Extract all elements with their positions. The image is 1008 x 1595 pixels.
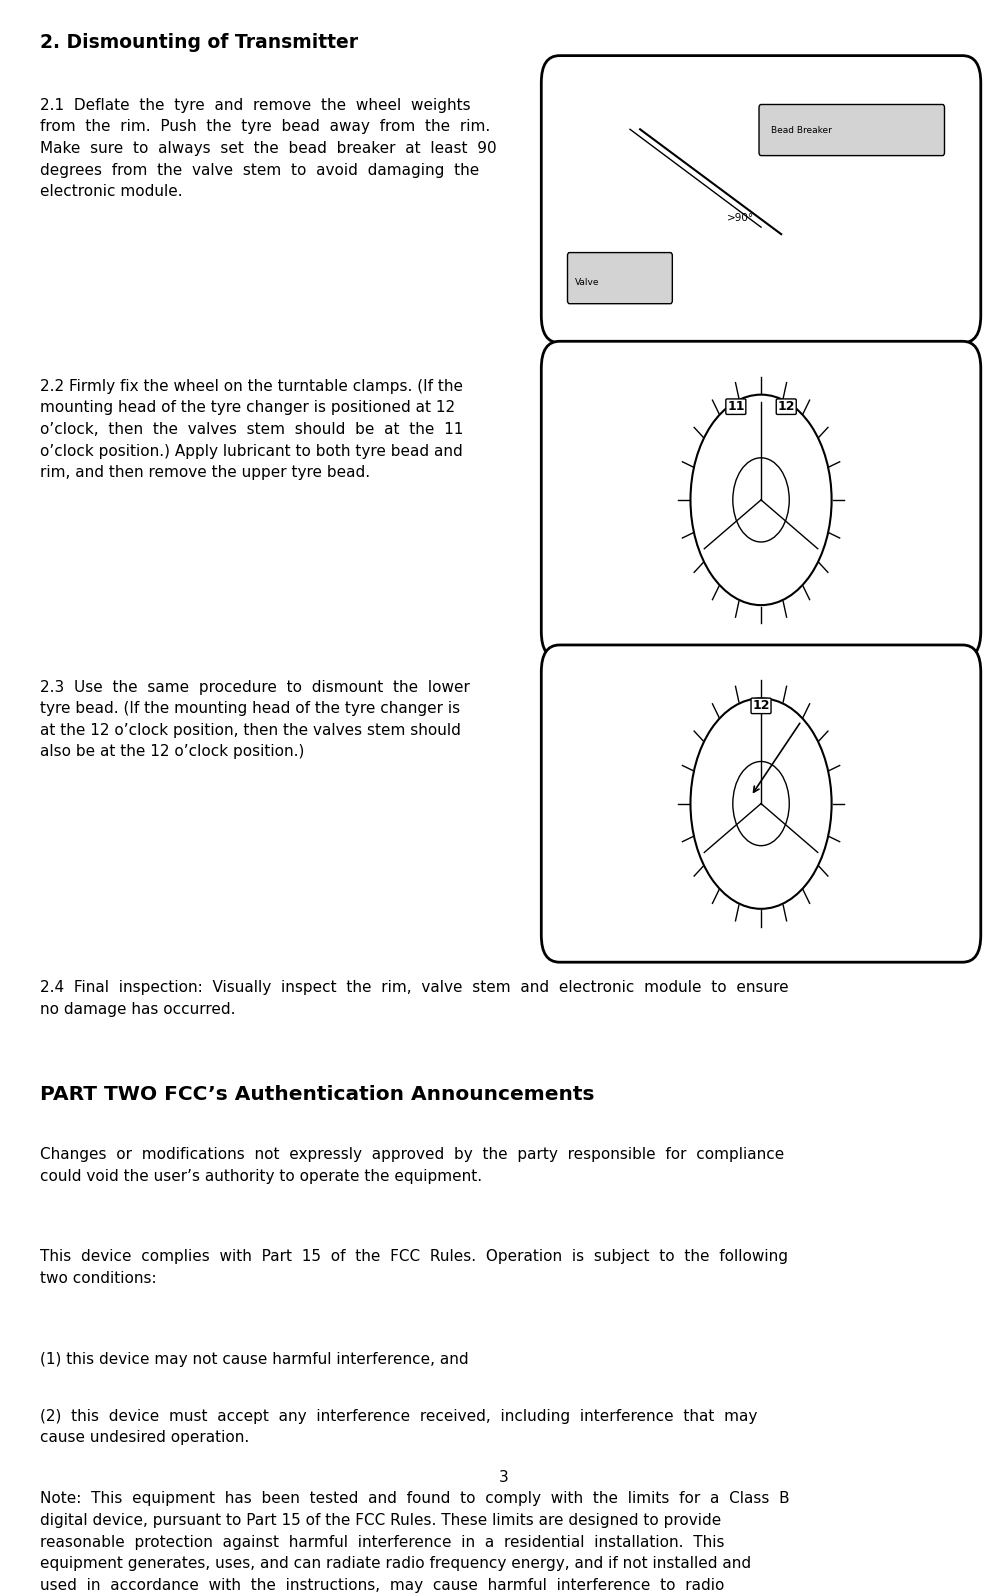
Text: Changes  or  modifications  not  expressly  approved  by  the  party  responsibl: Changes or modifications not expressly a… (40, 1147, 784, 1183)
FancyBboxPatch shape (541, 56, 981, 343)
Text: 12: 12 (777, 400, 795, 413)
Text: >90°: >90° (728, 212, 754, 223)
Text: 2.4  Final  inspection:  Visually  inspect  the  rim,  valve  stem  and  electro: 2.4 Final inspection: Visually inspect t… (40, 981, 789, 1018)
Text: 11: 11 (727, 400, 745, 413)
FancyBboxPatch shape (759, 105, 944, 156)
Text: Bead Breaker: Bead Breaker (771, 126, 832, 134)
Text: 12: 12 (752, 699, 770, 713)
Text: 2. Dismounting of Transmitter: 2. Dismounting of Transmitter (40, 33, 359, 53)
FancyBboxPatch shape (541, 341, 981, 659)
Text: This  device  complies  with  Part  15  of  the  FCC  Rules.  Operation  is  sub: This device complies with Part 15 of the… (40, 1249, 788, 1286)
FancyBboxPatch shape (568, 252, 672, 303)
FancyBboxPatch shape (541, 644, 981, 962)
Text: 3: 3 (499, 1471, 509, 1485)
Text: 2.3  Use  the  same  procedure  to  dismount  the  lower
tyre bead. (If the moun: 2.3 Use the same procedure to dismount t… (40, 679, 470, 759)
Text: Note:  This  equipment  has  been  tested  and  found  to  comply  with  the  li: Note: This equipment has been tested and… (40, 1491, 790, 1593)
Text: 2.1  Deflate  the  tyre  and  remove  the  wheel  weights
from  the  rim.  Push : 2.1 Deflate the tyre and remove the whee… (40, 97, 497, 199)
Text: (2)  this  device  must  accept  any  interference  received,  including  interf: (2) this device must accept any interfer… (40, 1408, 758, 1445)
Text: Valve: Valve (575, 278, 599, 287)
Text: PART TWO FCC’s Authentication Announcements: PART TWO FCC’s Authentication Announceme… (40, 1086, 595, 1104)
Text: 2.2 Firmly fix the wheel on the turntable clamps. (If the
mounting head of the t: 2.2 Firmly fix the wheel on the turntabl… (40, 380, 464, 480)
Text: (1) this device may not cause harmful interference, and: (1) this device may not cause harmful in… (40, 1351, 469, 1367)
